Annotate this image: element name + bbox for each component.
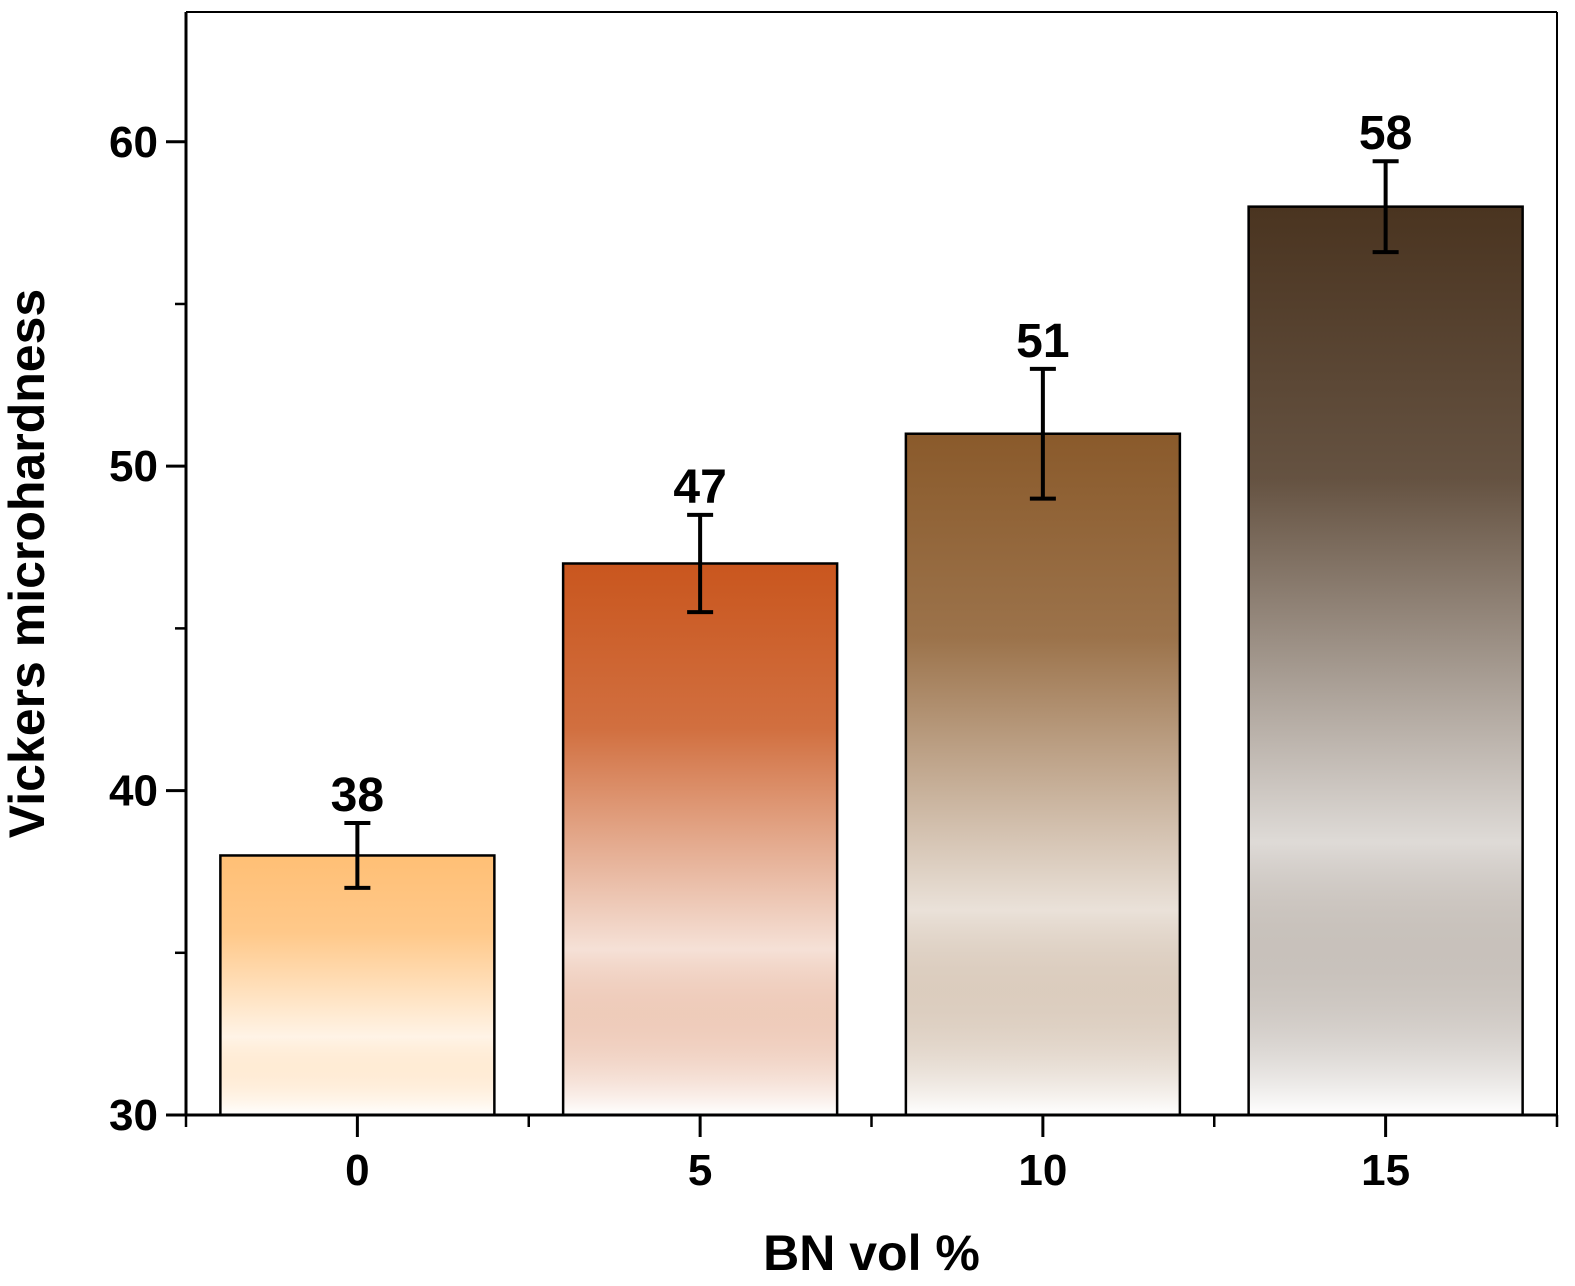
- error-bar-0: [344, 821, 371, 890]
- y-tick-label: 60: [109, 118, 158, 167]
- data-label-5: 47: [673, 461, 726, 514]
- x-axis-title: BN vol %: [763, 1225, 980, 1281]
- error-bars: [344, 159, 1399, 890]
- y-tick-label: 40: [109, 767, 158, 816]
- x-tick-label: 15: [1361, 1146, 1410, 1195]
- data-label-0: 38: [331, 769, 384, 822]
- data-labels: 38 47 51 58: [331, 107, 1413, 822]
- bar-0: [219, 854, 496, 1117]
- data-label-10: 51: [1016, 315, 1069, 368]
- axes: 30 40 50 60 0 5 10 15: [109, 11, 1559, 1195]
- y-tick-label: 50: [109, 442, 158, 491]
- bars: [219, 205, 1524, 1117]
- x-tick-label: 10: [1018, 1146, 1067, 1195]
- bar-10: [904, 432, 1182, 1117]
- x-tick-label: 5: [688, 1146, 712, 1195]
- y-axis-title: Vickers microhardness: [0, 289, 55, 838]
- data-label-15: 58: [1359, 107, 1412, 160]
- y-tick-label: 30: [109, 1091, 158, 1140]
- bar-15: [1247, 205, 1524, 1117]
- x-tick-label: 0: [345, 1146, 369, 1195]
- error-bar-15: [1372, 159, 1399, 255]
- error-bar-5: [687, 512, 714, 615]
- error-bar-10: [1029, 366, 1056, 501]
- bar-5: [561, 562, 839, 1117]
